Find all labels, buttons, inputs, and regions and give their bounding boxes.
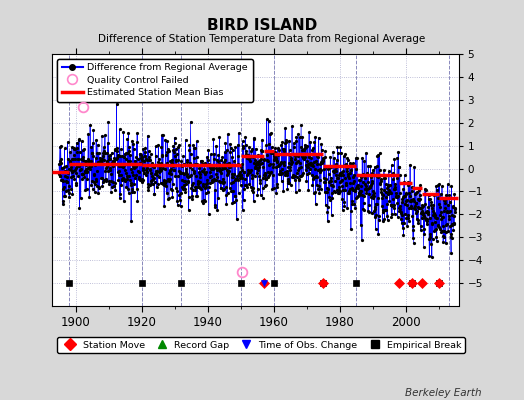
Legend: Station Move, Record Gap, Time of Obs. Change, Empirical Break: Station Move, Record Gap, Time of Obs. C… — [57, 337, 465, 353]
Legend: Difference from Regional Average, Quality Control Failed, Estimated Station Mean: Difference from Regional Average, Qualit… — [57, 59, 253, 102]
Text: Difference of Station Temperature Data from Regional Average: Difference of Station Temperature Data f… — [99, 34, 425, 44]
Text: BIRD ISLAND: BIRD ISLAND — [207, 18, 317, 33]
Text: Berkeley Earth: Berkeley Earth — [406, 388, 482, 398]
